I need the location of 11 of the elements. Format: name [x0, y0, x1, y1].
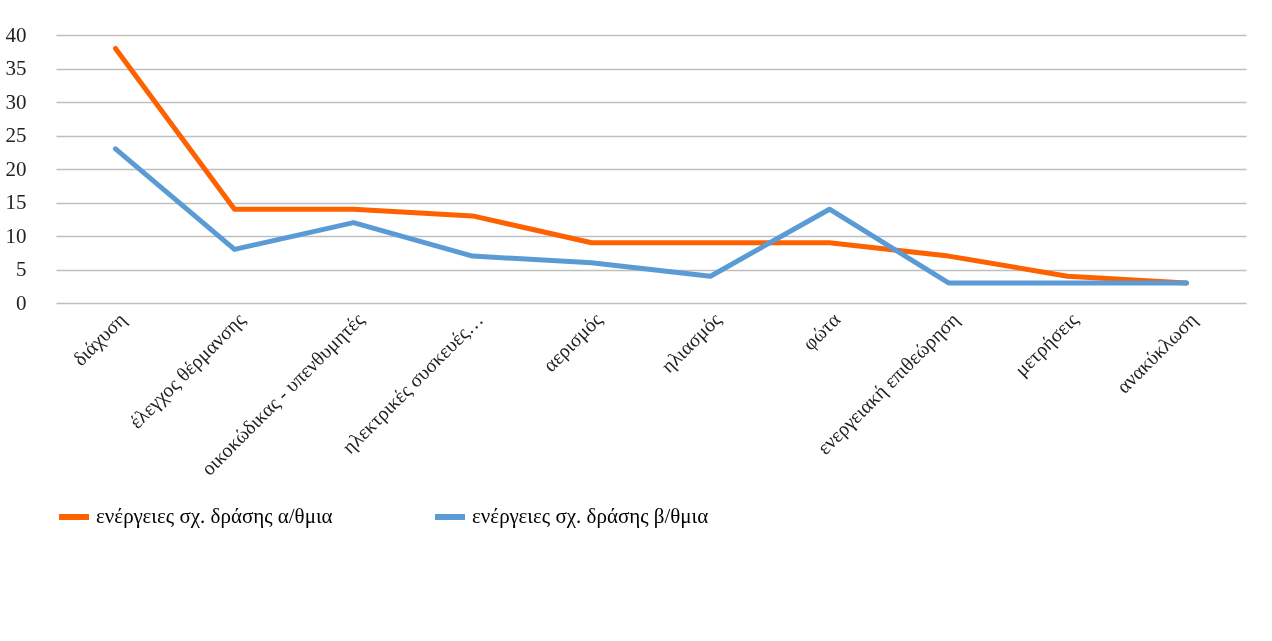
y-tick-label: 20: [5, 156, 27, 181]
y-tick-label: 40: [5, 22, 27, 47]
y-tick-label: 15: [5, 190, 27, 214]
y-tick-label: 0: [16, 290, 27, 315]
y-tick-label: 30: [5, 89, 27, 114]
y-tick-label: 25: [5, 123, 27, 147]
y-tick-label: 10: [5, 223, 27, 248]
y-tick-label: 5: [16, 257, 27, 281]
legend-label: ενέργειες σχ. δράσης β/θμια: [472, 504, 709, 528]
y-tick-label: 35: [5, 56, 27, 80]
legend-label: ενέργειες σχ. δράσης α/θμια: [96, 504, 333, 528]
